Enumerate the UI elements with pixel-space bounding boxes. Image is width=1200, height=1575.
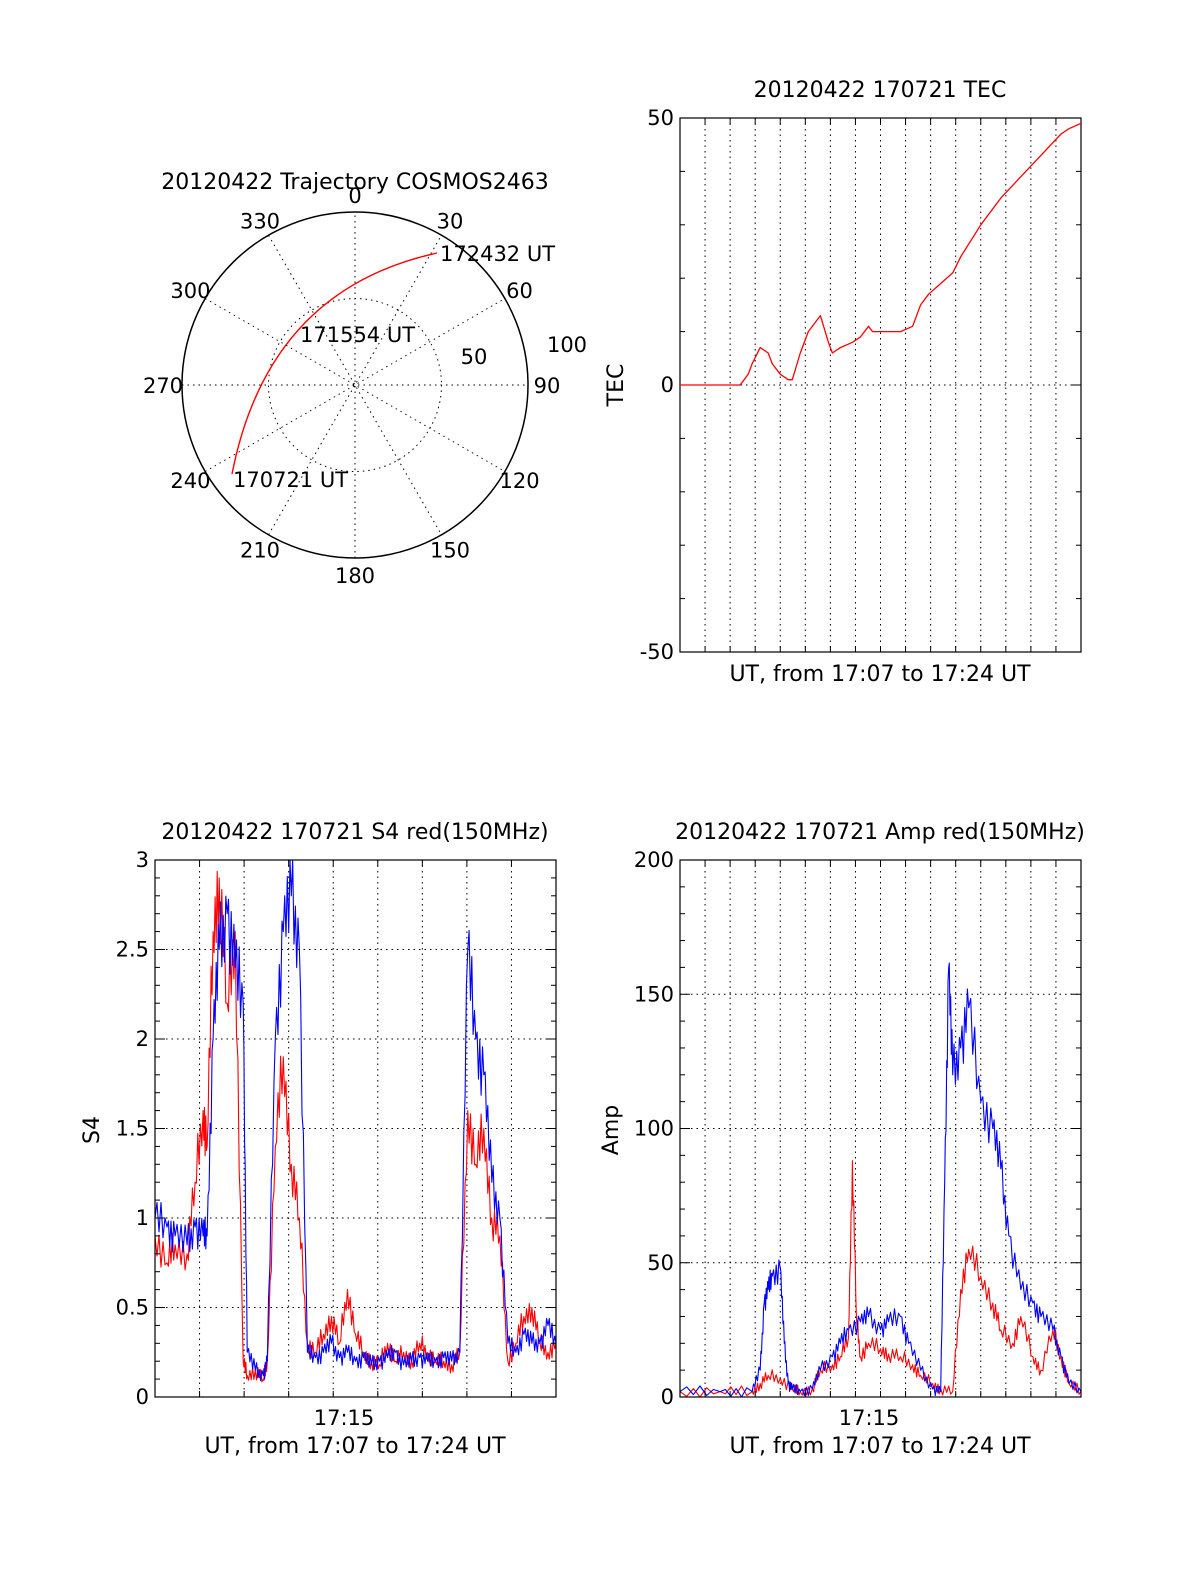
amp-chart: 20120422 170721 Amp red(150MHz) 0 50 100 15…: [599, 820, 1085, 1459]
y-tick-label: 2: [136, 1027, 149, 1051]
polar-azimuth-label: 210: [240, 539, 280, 563]
polar-azimuth-label: 150: [430, 539, 470, 563]
tec-x-axis-label: UT, from 17:07 to 17:24 UT: [729, 662, 1031, 687]
polar-azimuth-label: 240: [170, 469, 210, 493]
s4-y-axis-label: S4: [80, 1116, 105, 1144]
amp-y-ticks: 0 50 100 150 200: [634, 848, 1081, 1409]
series-line-0: [680, 122, 1082, 386]
y-tick-label: -50: [640, 640, 674, 664]
s4-plot-frame: [154, 859, 557, 1398]
y-tick-label: 2.5: [116, 938, 149, 962]
polar-azimuth-label: 330: [240, 209, 280, 233]
s4-series: [154, 859, 557, 1383]
amp-series: [679, 962, 1082, 1398]
series-line-1: [154, 859, 557, 1382]
y-tick-label: 0.5: [116, 1296, 149, 1320]
s4-grid: [155, 860, 556, 1397]
polar-inner-circle: [268, 298, 442, 472]
tec-y-ticks: 50 0 -50: [640, 106, 1081, 664]
tec-x-ticks: [704, 118, 1057, 652]
y-tick-label: 0: [661, 1385, 674, 1409]
y-tick-label: 3: [136, 848, 149, 872]
series-line-0: [679, 1160, 1082, 1398]
series-line-0: [154, 870, 557, 1383]
trajectory-mid-label: 171554 UT: [300, 323, 415, 347]
s4-x-ticks: [199, 860, 512, 1397]
polar-azimuth-label: 120: [499, 469, 539, 493]
s4-x-tick-label: 17:15: [314, 1406, 375, 1430]
polar-azimuth-label: 270: [143, 374, 183, 398]
tec-chart: 20120422 170721 TEC 50 0 -50 TEC UT, from …: [604, 78, 1082, 687]
polar-outer-circle: [181, 211, 529, 559]
y-tick-label: 50: [647, 106, 674, 130]
series-line-1: [679, 962, 1082, 1398]
tec-series: [680, 122, 1082, 386]
amp-x-ticks: [704, 860, 1057, 1397]
polar-azimuth-label: 180: [335, 564, 375, 588]
polar-azimuth-label: 60: [506, 279, 533, 303]
y-tick-label: 0: [136, 1385, 149, 1409]
tec-chart-title: 20120422 170721 TEC: [754, 78, 1007, 103]
polar-azimuth-label: 90: [534, 374, 561, 398]
s4-chart-title: 20120422 170721 S4 red(150MHz): [161, 820, 548, 845]
polar-radius-label-50: 50: [461, 345, 488, 369]
trajectory-line: [231, 252, 438, 475]
y-tick-label: 1.5: [116, 1117, 149, 1141]
amp-chart-title: 20120422 170721 Amp red(150MHz): [675, 820, 1085, 845]
y-tick-label: 200: [634, 848, 674, 872]
tec-grid: [680, 118, 1081, 652]
polar-azimuth-label: 0: [348, 184, 361, 208]
polar-azimuth-label: 300: [170, 279, 210, 303]
y-tick-label: 50: [647, 1251, 674, 1275]
y-tick-label: 1: [136, 1206, 149, 1230]
trajectory-start-label: 170721 UT: [233, 468, 348, 492]
s4-y-ticks: 0 0.5 1 1.5 2 2.5 3: [116, 848, 556, 1409]
s4-chart: 20120422 170721 S4 red(150MHz) 0 0.5 1 1.5 2…: [80, 820, 557, 1459]
s4-x-axis-label: UT, from 17:07 to 17:24 UT: [204, 1434, 506, 1459]
trajectory-end-label: 172432 UT: [440, 242, 555, 266]
polar-plot: 20120422 Trajectory COSMOS2463 0 30 60 90 12…: [143, 170, 587, 588]
y-tick-label: 100: [634, 1117, 674, 1141]
y-tick-label: 150: [634, 982, 674, 1006]
y-tick-label: 0: [661, 373, 674, 397]
polar-azimuth-labels: 0 30 60 90 120 150 180 210 240 270 300 330: [143, 184, 560, 588]
amp-y-axis-label: Amp: [599, 1105, 624, 1155]
amp-x-tick-label: 17:15: [839, 1406, 900, 1430]
polar-azimuth-label: 30: [437, 209, 464, 233]
amp-grid: [680, 860, 1081, 1397]
amp-x-axis-label: UT, from 17:07 to 17:24 UT: [729, 1434, 1031, 1459]
polar-radius-label-100: 100: [547, 333, 587, 357]
polar-title: 20120422 Trajectory COSMOS2463: [161, 170, 548, 195]
tec-y-axis-label: TEC: [604, 364, 629, 408]
